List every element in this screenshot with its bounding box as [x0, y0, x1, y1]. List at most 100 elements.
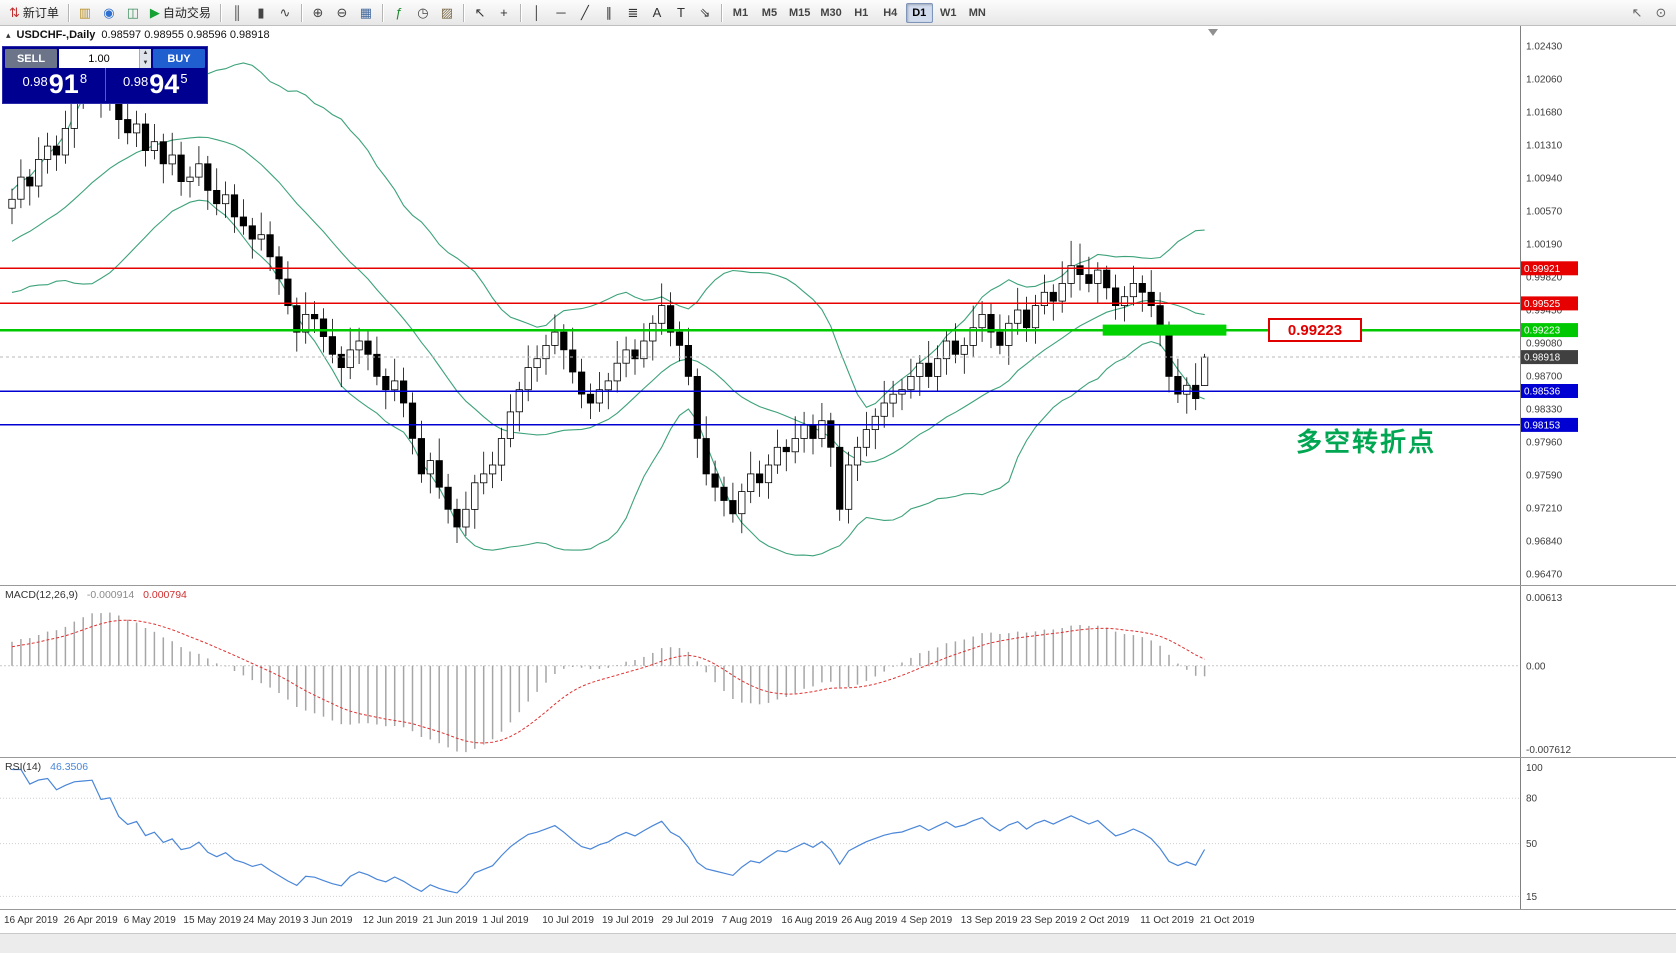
- volume-input[interactable]: [59, 49, 139, 68]
- date-label: 24 May 2019: [243, 915, 302, 926]
- market-watch-button[interactable]: ▥: [74, 3, 96, 23]
- chart-bars-button[interactable]: ║: [226, 3, 248, 23]
- date-label: 4 Sep 2019: [901, 915, 953, 926]
- svg-text:0.98700: 0.98700: [1526, 372, 1563, 383]
- svg-text:0.99223: 0.99223: [1524, 326, 1561, 337]
- toolbar-separator: [300, 3, 302, 22]
- timeframe-m5-button[interactable]: M5: [761, 6, 778, 19]
- date-label: 11 Oct 2019: [1140, 915, 1194, 926]
- timeframe-h1-button[interactable]: H1: [854, 6, 869, 19]
- price-axis[interactable]: 1.02430 1.02060 1.01680 1.01310 1.00940 1.005…: [1526, 42, 1563, 581]
- crosshair-button[interactable]: +: [493, 3, 515, 23]
- auto-trading-button[interactable]: ▶ 自动交易: [146, 3, 215, 23]
- macd-signal-value: 0.000794: [143, 589, 187, 601]
- chart-line-button[interactable]: ∿: [274, 3, 296, 23]
- sell-price-pip: 8: [79, 71, 88, 86]
- draw-horizontal-line-button[interactable]: ─: [550, 3, 572, 23]
- quick-search-icon: ⊙: [1655, 4, 1667, 20]
- pointer-tool-icon: ↖: [1631, 4, 1643, 20]
- buy-price-pip: 5: [180, 71, 188, 86]
- rsi-panel: 100 80 50 15 RSI(14) 46.3506: [0, 757, 1676, 909]
- green-zone-rectangle[interactable]: [1102, 324, 1227, 336]
- rsi-canvas[interactable]: 100 80 50 15: [0, 758, 1676, 909]
- turning-point-annotation[interactable]: 多空转折点: [1296, 427, 1437, 457]
- sell-price[interactable]: 0.98 91 8: [5, 68, 105, 101]
- svg-text:0.00: 0.00: [1526, 661, 1546, 672]
- indicators-button[interactable]: ƒ: [388, 3, 410, 23]
- price-tag: 0.99525: [1521, 296, 1578, 311]
- timeframe-m30-button[interactable]: M30: [820, 6, 842, 19]
- date-label: 2 Oct 2019: [1080, 915, 1130, 926]
- tile-windows-button[interactable]: ▦: [355, 3, 377, 23]
- draw-vertical-line-icon: │: [532, 5, 541, 20]
- draw-label-button[interactable]: T: [670, 3, 692, 23]
- draw-label-icon: T: [676, 5, 685, 20]
- toolbar-separator: [462, 3, 464, 22]
- chart-shift-marker-icon[interactable]: [1208, 29, 1218, 36]
- macd-canvas[interactable]: 0.00613 0.00 -0.007612: [0, 586, 1676, 757]
- macd-histogram: [11, 612, 1206, 753]
- draw-vertical-line-button[interactable]: │: [526, 3, 548, 23]
- chart-bars-icon: ║: [232, 5, 242, 20]
- toolbar-separator: [219, 3, 221, 22]
- pointer-tool-button[interactable]: ↖: [1626, 2, 1648, 22]
- draw-text-button[interactable]: A: [646, 3, 668, 23]
- volume-up-icon[interactable]: ▲: [139, 49, 151, 59]
- buy-button[interactable]: BUY: [153, 49, 205, 68]
- toolbar-separator: [67, 3, 69, 22]
- timeframe-d1-button[interactable]: D1: [905, 2, 933, 23]
- volume-down-icon[interactable]: ▼: [139, 58, 151, 68]
- price-tag: 0.99921: [1521, 261, 1578, 276]
- new-order-label: 新订单: [22, 6, 59, 20]
- svg-text:0.98153: 0.98153: [1524, 420, 1561, 431]
- svg-text:0.96840: 0.96840: [1526, 537, 1563, 548]
- draw-trendline-icon: ╱: [581, 5, 589, 20]
- tile-windows-icon: ▦: [359, 5, 373, 20]
- timeframe-mn-button[interactable]: MN: [968, 6, 986, 19]
- chart-candlesticks-button[interactable]: ▮: [250, 3, 272, 23]
- templates-button[interactable]: ▨: [436, 3, 458, 23]
- periods-button[interactable]: ◷: [412, 3, 434, 23]
- zoom-out-button[interactable]: ⊖: [331, 3, 353, 23]
- draw-channel-icon: ∥: [605, 5, 613, 20]
- macd-panel: 0.00613 0.00 -0.007612 MACD(12,26,9) -0.00…: [0, 585, 1676, 757]
- crosshair-icon: +: [500, 5, 508, 20]
- price-tag: 0.98918: [1521, 350, 1578, 365]
- svg-text:0.98918: 0.98918: [1524, 353, 1561, 364]
- timeframe-m1-button[interactable]: M1: [732, 6, 749, 19]
- timeframe-w1-button[interactable]: W1: [940, 6, 957, 19]
- cursor-button[interactable]: ↖: [469, 3, 491, 23]
- timeframe-h4-button[interactable]: H4: [883, 6, 898, 19]
- data-window-button[interactable]: ◉: [98, 3, 120, 23]
- timeframe-m15-button[interactable]: M15: [788, 6, 811, 19]
- macd-signal-line: [11, 619, 1205, 744]
- macd-name: MACD(12,26,9): [5, 589, 78, 601]
- navigator-button[interactable]: ◫: [122, 3, 144, 23]
- chart-window: 1.02430 1.02060 1.01680 1.01310 1.00940 1.005…: [0, 26, 1676, 585]
- new-order-button[interactable]: ⇅ 新订单: [5, 3, 63, 23]
- svg-text:1.01680: 1.01680: [1526, 108, 1563, 119]
- quick-search-button[interactable]: ⊙: [1650, 2, 1672, 22]
- main-chart-canvas[interactable]: 1.02430 1.02060 1.01680 1.01310 1.00940 1.005…: [0, 26, 1676, 585]
- price-callout-label[interactable]: 0.99223: [1268, 318, 1362, 342]
- date-label: 15 May 2019: [183, 915, 242, 926]
- svg-text:0.97590: 0.97590: [1526, 471, 1563, 482]
- data-window-icon: ◉: [103, 5, 115, 20]
- rsi-label: RSI(14) 46.3506: [5, 761, 88, 773]
- draw-fibonacci-button[interactable]: ≣: [622, 3, 644, 23]
- price-tag: 0.98536: [1521, 384, 1578, 398]
- time-axis[interactable]: 16 Apr 2019 26 Apr 2019 6 May 2019 15 May 2…: [0, 909, 1676, 933]
- market-watch-icon: ▥: [78, 5, 92, 20]
- chart-candlesticks-icon: ▮: [257, 5, 265, 20]
- buy-price[interactable]: 0.98 94 5: [104, 68, 206, 101]
- bollinger-bands[interactable]: [11, 58, 1205, 557]
- date-label: 21 Oct 2019: [1200, 915, 1255, 926]
- date-label: 19 Jul 2019: [602, 915, 654, 926]
- svg-text:0.98536: 0.98536: [1524, 386, 1561, 397]
- sell-button[interactable]: SELL: [5, 49, 57, 68]
- horizontal-levels[interactable]: [0, 267, 1520, 426]
- draw-trendline-button[interactable]: ╱: [574, 3, 596, 23]
- draw-channel-button[interactable]: ∥: [598, 3, 620, 23]
- draw-arrows-button[interactable]: ⇘: [694, 3, 716, 23]
- zoom-in-button[interactable]: ⊕: [307, 3, 329, 23]
